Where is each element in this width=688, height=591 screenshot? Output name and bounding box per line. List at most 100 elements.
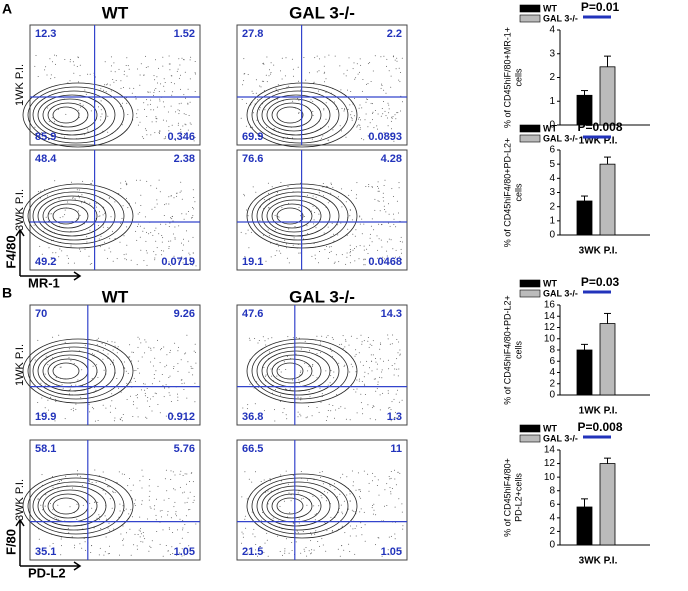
event-dot xyxy=(398,187,400,189)
event-dot xyxy=(303,57,305,58)
event-dot xyxy=(298,518,300,520)
event-dot xyxy=(91,507,93,509)
event-dot xyxy=(391,488,393,489)
event-dot xyxy=(115,407,117,409)
event-dot xyxy=(184,353,186,355)
event-dot xyxy=(325,336,327,338)
event-dot xyxy=(71,181,72,183)
event-dot xyxy=(168,387,170,389)
event-dot xyxy=(152,234,154,236)
event-dot xyxy=(390,420,392,422)
event-dot xyxy=(329,382,331,384)
event-dot xyxy=(294,226,296,227)
event-dot xyxy=(349,500,351,502)
event-dot xyxy=(84,200,86,202)
event-dot xyxy=(378,258,380,260)
legend-label: WT xyxy=(543,423,557,433)
event-dot xyxy=(322,183,324,184)
event-dot xyxy=(256,119,258,121)
event-dot xyxy=(385,262,387,264)
event-dot xyxy=(352,481,354,483)
event-dot xyxy=(387,102,389,104)
event-dot xyxy=(292,137,293,139)
event-dot xyxy=(120,105,122,107)
event-dot xyxy=(298,337,300,339)
event-dot xyxy=(338,362,340,364)
event-dot xyxy=(72,61,74,63)
event-dot xyxy=(355,391,357,393)
event-dot xyxy=(334,261,336,263)
event-dot xyxy=(381,377,383,379)
event-dot xyxy=(329,252,331,253)
event-dot xyxy=(169,69,171,71)
event-dot xyxy=(243,193,245,195)
event-dot xyxy=(328,403,330,405)
event-dot xyxy=(352,249,354,251)
event-dot xyxy=(300,348,302,350)
event-dot xyxy=(247,229,249,231)
event-dot xyxy=(59,217,61,219)
event-dot xyxy=(74,198,76,200)
event-dot xyxy=(98,554,100,556)
event-dot xyxy=(297,66,299,68)
panel-letter: A xyxy=(2,1,12,17)
event-dot xyxy=(281,206,283,208)
event-dot xyxy=(354,235,356,237)
event-dot xyxy=(129,478,130,479)
event-dot xyxy=(157,404,159,405)
event-dot xyxy=(148,346,150,348)
event-dot xyxy=(59,248,61,250)
event-dot xyxy=(354,528,356,529)
event-dot xyxy=(271,186,273,188)
event-dot xyxy=(309,396,311,398)
event-dot xyxy=(37,402,39,403)
event-dot xyxy=(359,129,361,130)
x-axis-label: MR-1 xyxy=(28,275,60,290)
event-dot xyxy=(386,65,387,67)
event-dot xyxy=(71,536,73,538)
event-dot xyxy=(168,246,170,247)
y-tick-label: 1 xyxy=(549,215,555,226)
event-dot xyxy=(140,533,142,535)
event-dot xyxy=(154,79,156,81)
event-dot xyxy=(180,470,182,472)
event-dot xyxy=(254,338,256,339)
event-dot xyxy=(162,119,164,121)
event-dot xyxy=(137,534,139,535)
event-dot xyxy=(292,522,294,524)
contour xyxy=(266,354,322,388)
event-dot xyxy=(377,128,378,130)
event-dot xyxy=(388,213,390,215)
event-dot xyxy=(54,77,56,79)
event-dot xyxy=(54,516,56,518)
event-dot xyxy=(354,553,356,555)
event-dot xyxy=(142,532,144,533)
event-dot xyxy=(150,109,152,111)
event-dot xyxy=(146,180,148,182)
event-dot xyxy=(121,124,123,126)
event-dot xyxy=(391,116,393,118)
event-dot xyxy=(355,535,357,537)
event-dot xyxy=(52,476,53,477)
event-dot xyxy=(105,91,107,93)
event-dot xyxy=(355,197,357,199)
event-dot xyxy=(117,346,119,348)
event-dot xyxy=(395,484,397,486)
event-dot xyxy=(312,365,313,367)
event-dot xyxy=(176,192,178,194)
event-dot xyxy=(173,255,175,257)
event-dot xyxy=(276,375,278,377)
event-dot xyxy=(164,387,165,389)
y-tick-label: 4 xyxy=(549,173,555,184)
event-dot xyxy=(145,55,146,57)
event-dot xyxy=(156,531,158,532)
event-dot xyxy=(55,401,57,402)
event-dot xyxy=(155,240,157,242)
contour xyxy=(42,489,98,523)
event-dot xyxy=(159,98,161,100)
event-dot xyxy=(150,185,152,187)
event-dot xyxy=(181,555,183,557)
event-dot xyxy=(281,57,283,59)
event-dot xyxy=(136,179,137,181)
event-dot xyxy=(103,206,105,208)
